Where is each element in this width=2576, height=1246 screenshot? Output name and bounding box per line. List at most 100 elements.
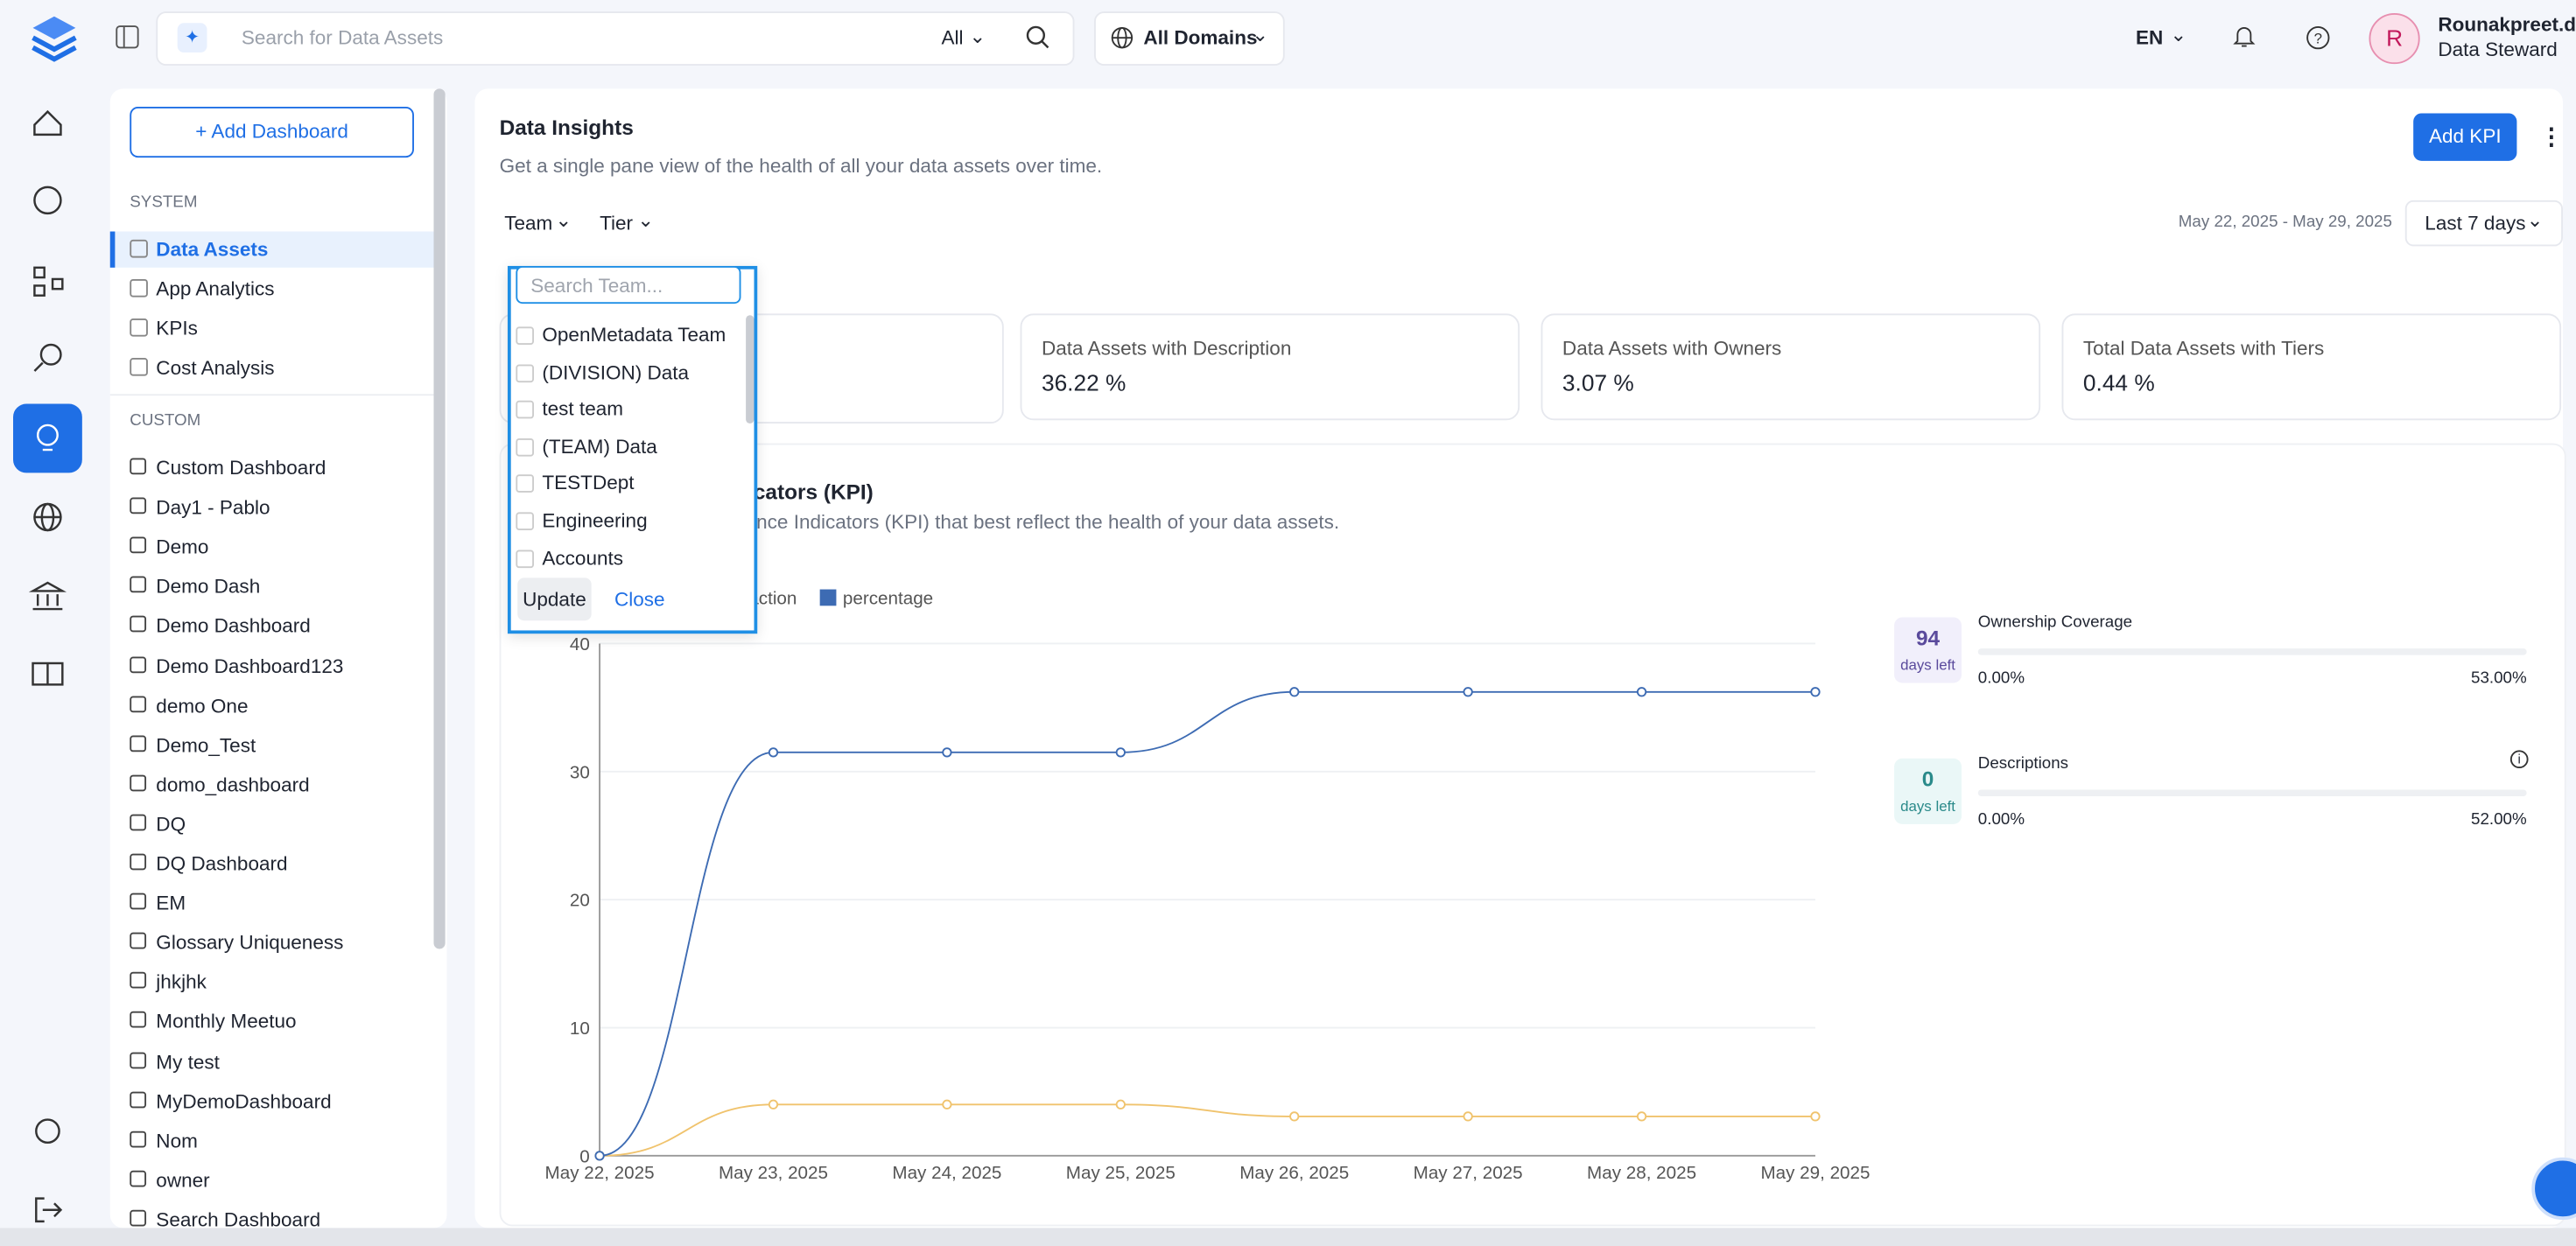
custom-item[interactable]: My test <box>156 1049 220 1074</box>
lineage-icon[interactable] <box>33 266 64 297</box>
data-point <box>768 747 779 758</box>
dropdown-scrollbar[interactable] <box>746 315 755 424</box>
custom-item[interactable]: EM <box>156 891 186 915</box>
checkbox[interactable] <box>516 326 534 346</box>
x-tick-label: May 25, 2025 <box>1066 1163 1176 1183</box>
governance-icon[interactable] <box>28 581 67 611</box>
explore-icon[interactable] <box>33 186 62 215</box>
search-icon[interactable] <box>1025 24 1049 49</box>
chat-bubble[interactable] <box>2531 1157 2576 1221</box>
add-dashboard-button[interactable]: + Add Dashboard <box>130 106 414 158</box>
dashboard-icon <box>130 458 147 475</box>
custom-item[interactable]: Custom Dashboard <box>156 456 326 480</box>
team-option[interactable]: Accounts <box>542 546 624 570</box>
data-point <box>768 1099 779 1110</box>
home-icon[interactable] <box>33 109 62 136</box>
custom-item[interactable]: Demo <box>156 535 209 559</box>
custom-item[interactable]: Nom <box>156 1129 198 1152</box>
checkbox[interactable] <box>516 401 534 419</box>
system-item[interactable]: Data Assets <box>156 238 269 262</box>
custom-item[interactable]: domo_dashboard <box>156 773 310 796</box>
team-option[interactable]: TESTDept <box>542 472 635 495</box>
tier-filter[interactable]: Tier <box>600 212 634 235</box>
page-title: Data Insights <box>499 115 634 140</box>
summary-card <box>2061 313 2562 421</box>
custom-item[interactable]: DQ <box>156 812 186 836</box>
data-point <box>1810 687 1821 697</box>
search-scope[interactable]: All <box>941 26 964 50</box>
checkbox[interactable] <box>516 438 534 457</box>
data-point <box>1289 1111 1300 1122</box>
custom-item[interactable]: demo One <box>156 693 249 718</box>
team-option[interactable]: (TEAM) Data <box>542 434 657 458</box>
custom-item[interactable]: owner <box>156 1168 210 1192</box>
update-button[interactable]: Update <box>517 578 592 621</box>
search-placeholder: Search for Data Assets <box>241 26 444 50</box>
close-button[interactable]: Close <box>614 587 665 611</box>
help-icon[interactable]: ? <box>2305 24 2331 51</box>
system-item[interactable]: KPIs <box>156 317 198 340</box>
system-item[interactable]: Cost Analysis <box>156 356 275 380</box>
sidebar-scrollbar[interactable] <box>433 88 446 949</box>
sidebar-toggle[interactable] <box>115 24 139 49</box>
legend-label: percentage <box>843 588 933 608</box>
dashboard-icon <box>130 497 147 514</box>
quality-icon[interactable] <box>33 343 62 372</box>
custom-item[interactable]: Demo Dashboard123 <box>156 654 344 677</box>
days-count: 94 <box>1915 625 1941 650</box>
data-point <box>1463 1111 1473 1122</box>
period-label: Last 7 days <box>2425 212 2526 235</box>
x-tick-label: May 23, 2025 <box>719 1163 828 1183</box>
team-option[interactable]: test team <box>542 397 624 421</box>
custom-item[interactable]: MyDemoDashboard <box>156 1089 332 1113</box>
insights-icon[interactable] <box>36 424 59 452</box>
system-icon <box>130 278 148 298</box>
custom-item[interactable]: DQ Dashboard <box>156 851 288 876</box>
custom-item[interactable]: Demo_Test <box>156 733 256 757</box>
info-icon[interactable]: i <box>2509 750 2529 769</box>
custom-item[interactable]: Search Dashboard <box>156 1208 321 1231</box>
ai-icon[interactable]: ✦ <box>177 23 207 53</box>
period-select[interactable] <box>2404 200 2563 247</box>
logout-icon[interactable] <box>35 1197 63 1223</box>
chevron: ⌄ <box>969 24 986 48</box>
settings-icon[interactable] <box>35 1118 60 1144</box>
team-search[interactable] <box>516 265 741 304</box>
checkbox[interactable] <box>516 512 534 531</box>
glossary-icon[interactable] <box>32 662 64 686</box>
checkbox[interactable] <box>516 363 534 382</box>
chevron: ⌄ <box>637 208 655 232</box>
language[interactable]: EN <box>2135 26 2164 50</box>
custom-item[interactable]: Day1 - Pablo <box>156 495 270 520</box>
more-menu[interactable]: ⋮ <box>2539 122 2563 150</box>
target-value: 52.00% <box>2471 810 2527 830</box>
dashboard-icon <box>130 1130 147 1147</box>
logo[interactable] <box>28 11 81 64</box>
card-value: 3.07 % <box>1562 369 1634 396</box>
user-name: Rounakpreet.d <box>2438 13 2576 37</box>
custom-item[interactable]: Demo Dash <box>156 575 261 598</box>
rail-active[interactable] <box>13 403 82 473</box>
summary-card <box>1020 313 1520 421</box>
days-label: days left <box>1900 656 1956 674</box>
team-option[interactable]: Engineering <box>542 508 648 532</box>
system-item[interactable]: App Analytics <box>156 277 275 301</box>
checkbox[interactable] <box>516 474 534 494</box>
team-option[interactable]: (DIVISION) Data <box>542 360 690 384</box>
custom-item[interactable]: Demo Dashboard <box>156 614 311 638</box>
custom-item[interactable]: Glossary Uniqueness <box>156 931 344 955</box>
checkbox[interactable] <box>516 549 534 568</box>
search-box[interactable] <box>156 11 1075 66</box>
bell-icon[interactable] <box>2233 23 2256 49</box>
avatar[interactable]: R <box>2369 13 2420 65</box>
chevron: ⌄ <box>2526 208 2544 232</box>
add-kpi-button[interactable]: Add KPI <box>2413 113 2517 161</box>
custom-item[interactable]: jhkjhk <box>156 970 207 994</box>
domains-icon[interactable] <box>33 502 62 532</box>
team-filter[interactable]: Team <box>504 212 553 235</box>
data-point <box>1115 1099 1126 1110</box>
dashboard-icon <box>130 695 147 712</box>
custom-item[interactable]: Monthly Meetuo <box>156 1010 297 1033</box>
team-option[interactable]: OpenMetadata Team <box>542 323 726 346</box>
